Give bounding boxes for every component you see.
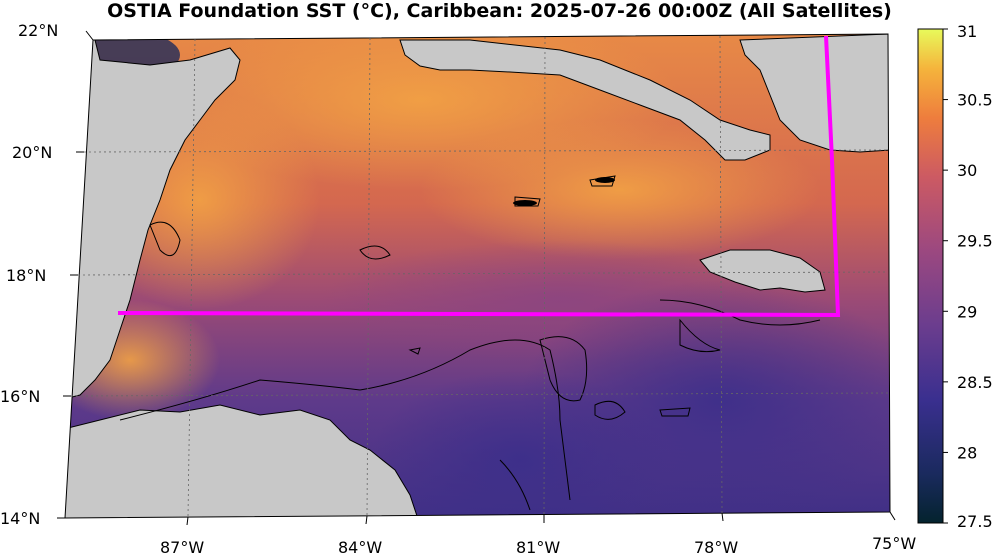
colorbar-tick-label: 30 xyxy=(957,161,977,180)
land xyxy=(65,34,890,518)
axis-ticks xyxy=(57,30,896,526)
lon-label-87w: 87°W xyxy=(160,538,204,557)
graticule xyxy=(70,35,890,518)
colorbar xyxy=(917,28,944,524)
map-title: OSTIA Foundation SST (°C), Caribbean: 20… xyxy=(107,0,892,22)
lon-label-78w: 78°W xyxy=(694,538,738,557)
lon-label-81w: 81°W xyxy=(516,538,560,557)
lon-label-84w: 84°W xyxy=(338,538,382,557)
depth-contours xyxy=(119,175,821,511)
colorbar-tick-label: 31 xyxy=(957,22,977,41)
lat-label-22n: 22°N xyxy=(18,21,58,40)
colorbar-tick-label: 29 xyxy=(957,302,977,321)
lat-label-14n: 14°N xyxy=(0,509,40,528)
lat-label-16n: 16°N xyxy=(0,387,40,406)
sst-field xyxy=(65,34,890,518)
lat-label-18n: 18°N xyxy=(6,266,46,285)
lon-label-75w: 75°W xyxy=(872,534,916,553)
region-boundary xyxy=(117,35,841,318)
lat-label-20n: 20°N xyxy=(12,143,52,162)
colorbar-tick-label: 29.5 xyxy=(957,232,993,251)
colorbar-tick-label: 28 xyxy=(957,443,977,462)
colorbar-ticks: 31 30.5 30 29.5 29 28.5 28 27.5 xyxy=(943,22,993,531)
colorbar-tick-label: 28.5 xyxy=(957,373,993,392)
colorbar-tick-label: 30.5 xyxy=(957,91,993,110)
colorbar-tick-label: 27.5 xyxy=(957,512,993,531)
